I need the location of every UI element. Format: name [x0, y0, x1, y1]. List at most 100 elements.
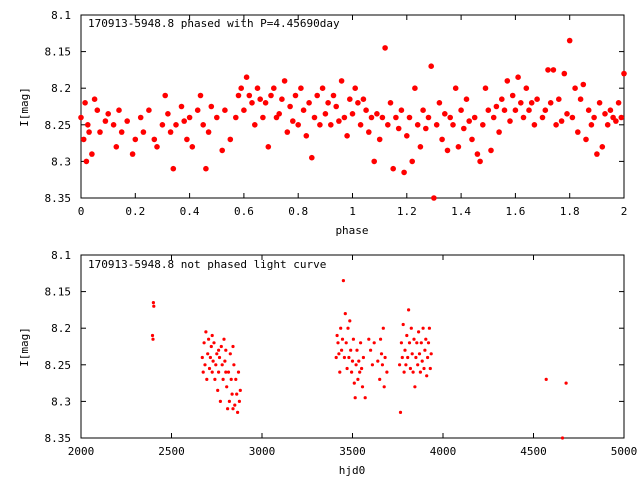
phased-data-point — [97, 129, 103, 135]
unphased-xtick-label: 3500 — [339, 445, 366, 458]
phased-ylabel: I[mag] — [18, 87, 31, 127]
phased-data-point — [542, 107, 549, 113]
phased-data-point — [591, 114, 597, 121]
phased-data-point — [523, 85, 530, 91]
unphased-data-point — [336, 341, 340, 345]
unphased-data-point — [338, 370, 342, 374]
unphased-data-point — [235, 392, 239, 396]
phased-data-point — [194, 107, 201, 113]
phased-data-point — [553, 122, 559, 128]
phased-data-point — [463, 96, 470, 102]
phased-data-point — [425, 114, 432, 121]
phased-data-point — [208, 103, 215, 110]
phased-data-point — [572, 85, 578, 91]
phased-ytick-label: 8.35 — [45, 192, 72, 205]
phased-data-point — [222, 107, 228, 113]
unphased-data-point — [407, 341, 412, 345]
unphased-data-point — [232, 363, 236, 367]
phased-data-point — [561, 70, 568, 77]
phased-data-point — [431, 195, 437, 201]
unphased-data-point — [418, 370, 422, 374]
phased-data-point — [254, 85, 261, 91]
unphased-data-point — [367, 337, 371, 341]
phased-xtick-label: 0.2 — [125, 205, 145, 218]
unphased-data-point — [420, 359, 424, 363]
unphased-data-point — [151, 301, 155, 305]
phased-data-point — [461, 125, 467, 132]
phased-data-point — [385, 122, 391, 128]
phased-data-point — [393, 114, 399, 121]
phased-data-point — [501, 107, 508, 113]
unphased-data-point — [407, 308, 411, 312]
phased-data-point — [91, 96, 98, 102]
unphased-data-point — [201, 370, 205, 374]
phased-data-point — [197, 92, 204, 99]
unphased-data-point — [349, 348, 353, 352]
phased-data-point — [493, 103, 500, 110]
unphased-data-point — [334, 355, 338, 360]
unphased-data-point — [231, 407, 235, 411]
phased-data-point — [360, 96, 367, 102]
unphased-data-point — [428, 366, 432, 371]
unphased-data-point — [422, 366, 426, 371]
unphased-data-point — [210, 370, 214, 374]
phased-data-point — [477, 158, 483, 165]
unphased-data-point — [202, 341, 206, 345]
phased-data-point — [83, 158, 90, 165]
phased-data-point — [471, 114, 478, 121]
phased-data-point — [371, 158, 378, 165]
phased-data-point — [281, 78, 288, 84]
phased-data-point — [116, 107, 122, 113]
unphased-data-point — [343, 312, 347, 316]
phased-xtick-label: 1.8 — [560, 205, 580, 218]
phased-data-point — [328, 122, 334, 128]
unphased-data-point — [413, 385, 417, 389]
phased-data-point — [444, 147, 451, 154]
phased-data-point — [203, 165, 209, 172]
unphased-data-point — [236, 370, 241, 374]
phased-data-point — [442, 111, 448, 117]
phased-data-point — [534, 96, 540, 102]
phased-data-point — [347, 96, 353, 102]
phased-data-point — [249, 100, 255, 106]
unphased-data-point — [227, 399, 231, 403]
unphased-data-point — [404, 363, 408, 367]
phased-data-point — [355, 100, 361, 106]
unphased-data-point — [356, 377, 360, 381]
phased-data-point — [485, 107, 492, 113]
phased-data-point — [588, 122, 595, 128]
phased-xlabel: phase — [335, 224, 368, 237]
unphased-ytick-label: 8.1 — [51, 249, 71, 262]
phased-data-point — [379, 114, 386, 121]
phased-data-point — [333, 103, 340, 110]
phased-data-point — [246, 92, 253, 99]
phased-data-point — [596, 100, 603, 106]
unphased-data-point — [216, 388, 220, 392]
unphased-data-point — [398, 410, 403, 414]
phased-title: 170913-5948.8 phased with P=4.45690day — [88, 17, 340, 30]
phased-data-point — [366, 129, 372, 135]
unphased-data-point — [398, 363, 402, 367]
unphased-data-point — [215, 352, 219, 356]
unphased-data-point — [211, 359, 215, 363]
phased-data-point — [344, 133, 350, 139]
unphased-ytick-label: 8.3 — [51, 395, 71, 408]
phased-data-point — [556, 96, 562, 102]
unphased-data-point — [369, 348, 373, 352]
phased-data-point — [85, 122, 91, 128]
unphased-data-point — [427, 326, 431, 330]
unphased-data-point — [233, 403, 237, 407]
unphased-data-point — [399, 341, 403, 345]
unphased-data-point — [426, 341, 431, 345]
unphased-xtick-label: 3000 — [249, 445, 276, 458]
unphased-data-point — [217, 355, 222, 360]
unphased-xtick-label: 2500 — [158, 445, 185, 458]
phased-data-point — [200, 122, 206, 128]
unphased-data-point — [405, 333, 409, 338]
phased-data-point — [140, 129, 147, 135]
unphased-data-point — [237, 399, 241, 403]
phased-data-point — [583, 136, 589, 143]
phased-data-point — [352, 85, 359, 91]
phased-data-point — [110, 122, 117, 128]
